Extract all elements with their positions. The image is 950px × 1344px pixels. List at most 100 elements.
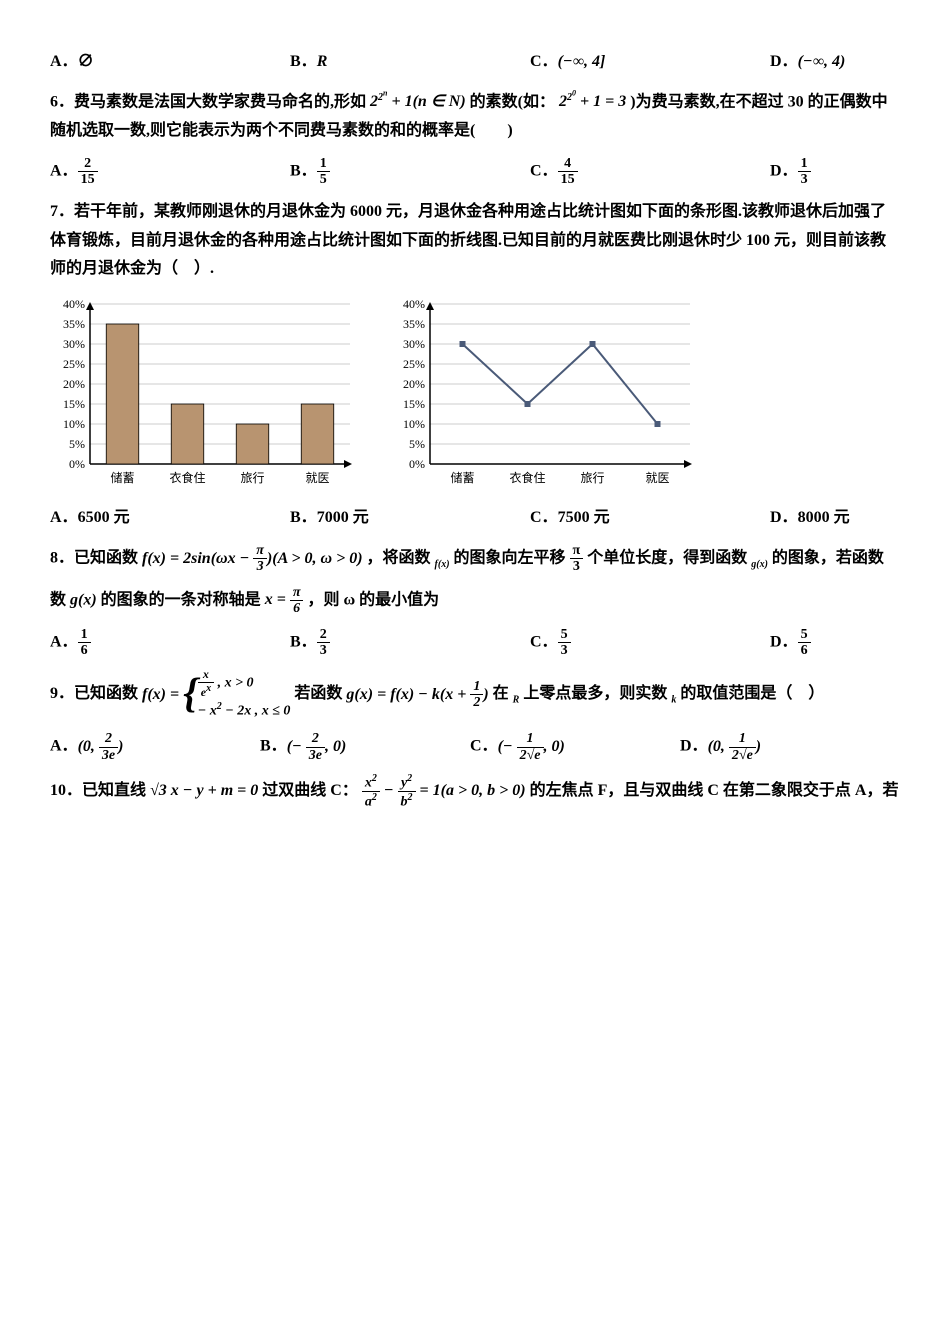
q6-opt-b: B．15 [290, 156, 410, 188]
svg-text:0%: 0% [409, 457, 425, 471]
svg-text:25%: 25% [63, 357, 85, 371]
q6-mid: 的素数(如： [470, 93, 555, 110]
bar-chart: 0%5%10%15%20%25%30%35%40%储蓄衣食住旅行就医 [50, 294, 360, 494]
q8-gx2: g(x) [70, 591, 97, 608]
q9-piecewise: f(x) = { xex , x > 0 − x2 − 2x , x ≤ 0 [142, 686, 294, 703]
q6-a-num: 2 [78, 156, 98, 172]
q8-c-d: 3 [558, 643, 571, 658]
q9-opt-d: D．(0, 12√e) [680, 731, 800, 763]
q7-charts: 0% 5% 10% 15% 20% 25% 30% 35% 40% 储蓄 衣食住 旅行 就医 0% 5% 1… [50, 294, 900, 494]
q8-pre: 8．已知函数 [50, 550, 142, 567]
svg-text:旅行: 旅行 [240, 471, 264, 485]
q8-d-n: 5 [798, 627, 811, 643]
q8-shift-d: 3 [570, 559, 584, 574]
q8-d-d: 6 [798, 643, 811, 658]
q6-stem: 6．费马素数是法国大数学家费马命名的,形如 22n + 1(n ∈ N) 的素数… [50, 87, 900, 146]
q8-post: ，则 ω 的最小值为 [307, 591, 439, 608]
q9-stem: 9．已知函数 f(x) = { xex , x > 0 − x2 − 2x , … [50, 668, 900, 721]
q5-options: A．∅ B．R C．(−∞, 4] D．(−∞, 4) [50, 48, 900, 77]
svg-text:20%: 20% [63, 377, 85, 391]
line-chart: 0%5%10%15%20%25%30%35%40%储蓄衣食住旅行就医 [390, 294, 700, 494]
q7-b-val: 7000 元 [317, 509, 369, 526]
q7-opt-c: C．7500 元 [530, 504, 650, 533]
q8-stem: 8．已知函数 f(x) = 2sin(ωx − π3)(A > 0, ω > 0… [50, 543, 900, 575]
q7-options: A．6500 元 B．7000 元 C．7500 元 D．8000 元 [50, 504, 900, 533]
q8-m5: 的图象的一条对称轴是 [101, 591, 265, 608]
svg-text:30%: 30% [403, 337, 425, 351]
q9-opt-a: A．(0, 23e) [50, 731, 170, 763]
q8-b-d: 3 [317, 643, 330, 658]
q7-a-val: 6500 元 [78, 509, 130, 526]
q7-d-val: 8000 元 [798, 509, 850, 526]
svg-text:旅行: 旅行 [580, 471, 604, 485]
q8-a-d: 6 [78, 643, 91, 658]
q5-a-val: ∅ [78, 53, 94, 70]
q8-fx: f(x) [435, 559, 450, 570]
svg-text:储蓄: 储蓄 [110, 470, 134, 485]
q5-opt-d: D．(−∞, 4) [770, 48, 890, 77]
q8-ax-d: 6 [290, 601, 304, 616]
q8-c-n: 5 [558, 627, 571, 643]
q9-gdef: g(x) = f(x) − k(x + 12) [346, 686, 488, 703]
q8-m2: 的图象向左平移 [454, 550, 570, 567]
q8-shift-n: π [570, 543, 584, 559]
q8-axis: x = π6 [265, 591, 304, 608]
q6-c-num: 4 [558, 156, 578, 172]
q6-d-num: 1 [798, 156, 811, 172]
q10-line: √3 x − y + m = 0 [150, 782, 258, 799]
svg-text:10%: 10% [63, 417, 85, 431]
q6-opt-d: D．13 [770, 156, 890, 188]
q5-opt-a: A．∅ [50, 48, 170, 77]
q9-pre: 9．已知函数 [50, 686, 142, 703]
q5-b-val: R [317, 53, 328, 70]
q8-opt-a: A．16 [50, 627, 170, 659]
q8-ax-n: π [290, 585, 304, 601]
svg-text:40%: 40% [63, 297, 85, 311]
svg-text:5%: 5% [69, 437, 85, 451]
q9-options: A．(0, 23e) B．(− 23e, 0) C．(− 12√e, 0) D．… [50, 731, 900, 763]
q5-opt-c: C．(−∞, 4] [530, 48, 650, 77]
svg-text:衣食住: 衣食住 [509, 470, 545, 485]
q10-pre: 10．已知直线 [50, 782, 150, 799]
q6-pre: 6．费马素数是法国大数学家费马命名的,形如 [50, 93, 366, 110]
q7-stem: 7．若干年前，某教师刚退休的月退休金为 6000 元，月退休金各种用途占比统计图… [50, 198, 900, 284]
svg-text:10%: 10% [403, 417, 425, 431]
svg-text:15%: 15% [63, 397, 85, 411]
q6-options: A．215 B．15 C．415 D．13 [50, 156, 900, 188]
q8-fdef: f(x) = 2sin(ωx − π3)(A > 0, ω > 0) [142, 550, 363, 567]
q9-m1: 若函数 [294, 686, 346, 703]
svg-text:衣食住: 衣食住 [169, 470, 205, 485]
svg-text:40%: 40% [403, 297, 425, 311]
q10-curve: x2a2 − y2b2 = 1(a > 0, b > 0) [362, 782, 526, 799]
q8-opt-d: D．56 [770, 627, 890, 659]
q10-stem: 10．已知直线 √3 x − y + m = 0 过双曲线 C： x2a2 − … [50, 773, 900, 810]
q7-opt-d: D．8000 元 [770, 504, 890, 533]
q9-opt-c: C．(− 12√e, 0) [470, 731, 590, 763]
q8-options: A．16 B．23 C．53 D．56 [50, 627, 900, 659]
q9-opt-b: B．(− 23e, 0) [260, 731, 380, 763]
q8-m4: 的图象，若函数 [772, 550, 884, 567]
q5-d-val: (−∞, 4) [798, 53, 846, 70]
svg-text:15%: 15% [403, 397, 425, 411]
svg-text:5%: 5% [409, 437, 425, 451]
q6-b-den: 5 [317, 172, 330, 187]
q8-gx: g(x) [751, 559, 768, 570]
q8-m3: 个单位长度，得到函数 [587, 550, 751, 567]
svg-text:35%: 35% [403, 317, 425, 331]
q7-opt-a: A．6500 元 [50, 504, 170, 533]
q6-opt-c: C．415 [530, 156, 650, 188]
svg-text:35%: 35% [63, 317, 85, 331]
q8-a-n: 1 [78, 627, 91, 643]
q5-c-val: (−∞, 4] [558, 53, 606, 70]
q6-formula2: 220 + 1 = 3 [559, 93, 626, 110]
q8-opt-c: C．53 [530, 627, 650, 659]
q6-opt-a: A．215 [50, 156, 170, 188]
q7-opt-b: B．7000 元 [290, 504, 410, 533]
svg-text:25%: 25% [403, 357, 425, 371]
q8-stem2: 数 g(x) 的图象的一条对称轴是 x = π6 ，则 ω 的最小值为 [50, 585, 900, 617]
svg-text:就医: 就医 [305, 471, 329, 485]
q8-b-n: 2 [317, 627, 330, 643]
svg-text:0%: 0% [69, 457, 85, 471]
q6-b-num: 1 [317, 156, 330, 172]
q6-formula1: 22n + 1(n ∈ N) [370, 93, 466, 110]
